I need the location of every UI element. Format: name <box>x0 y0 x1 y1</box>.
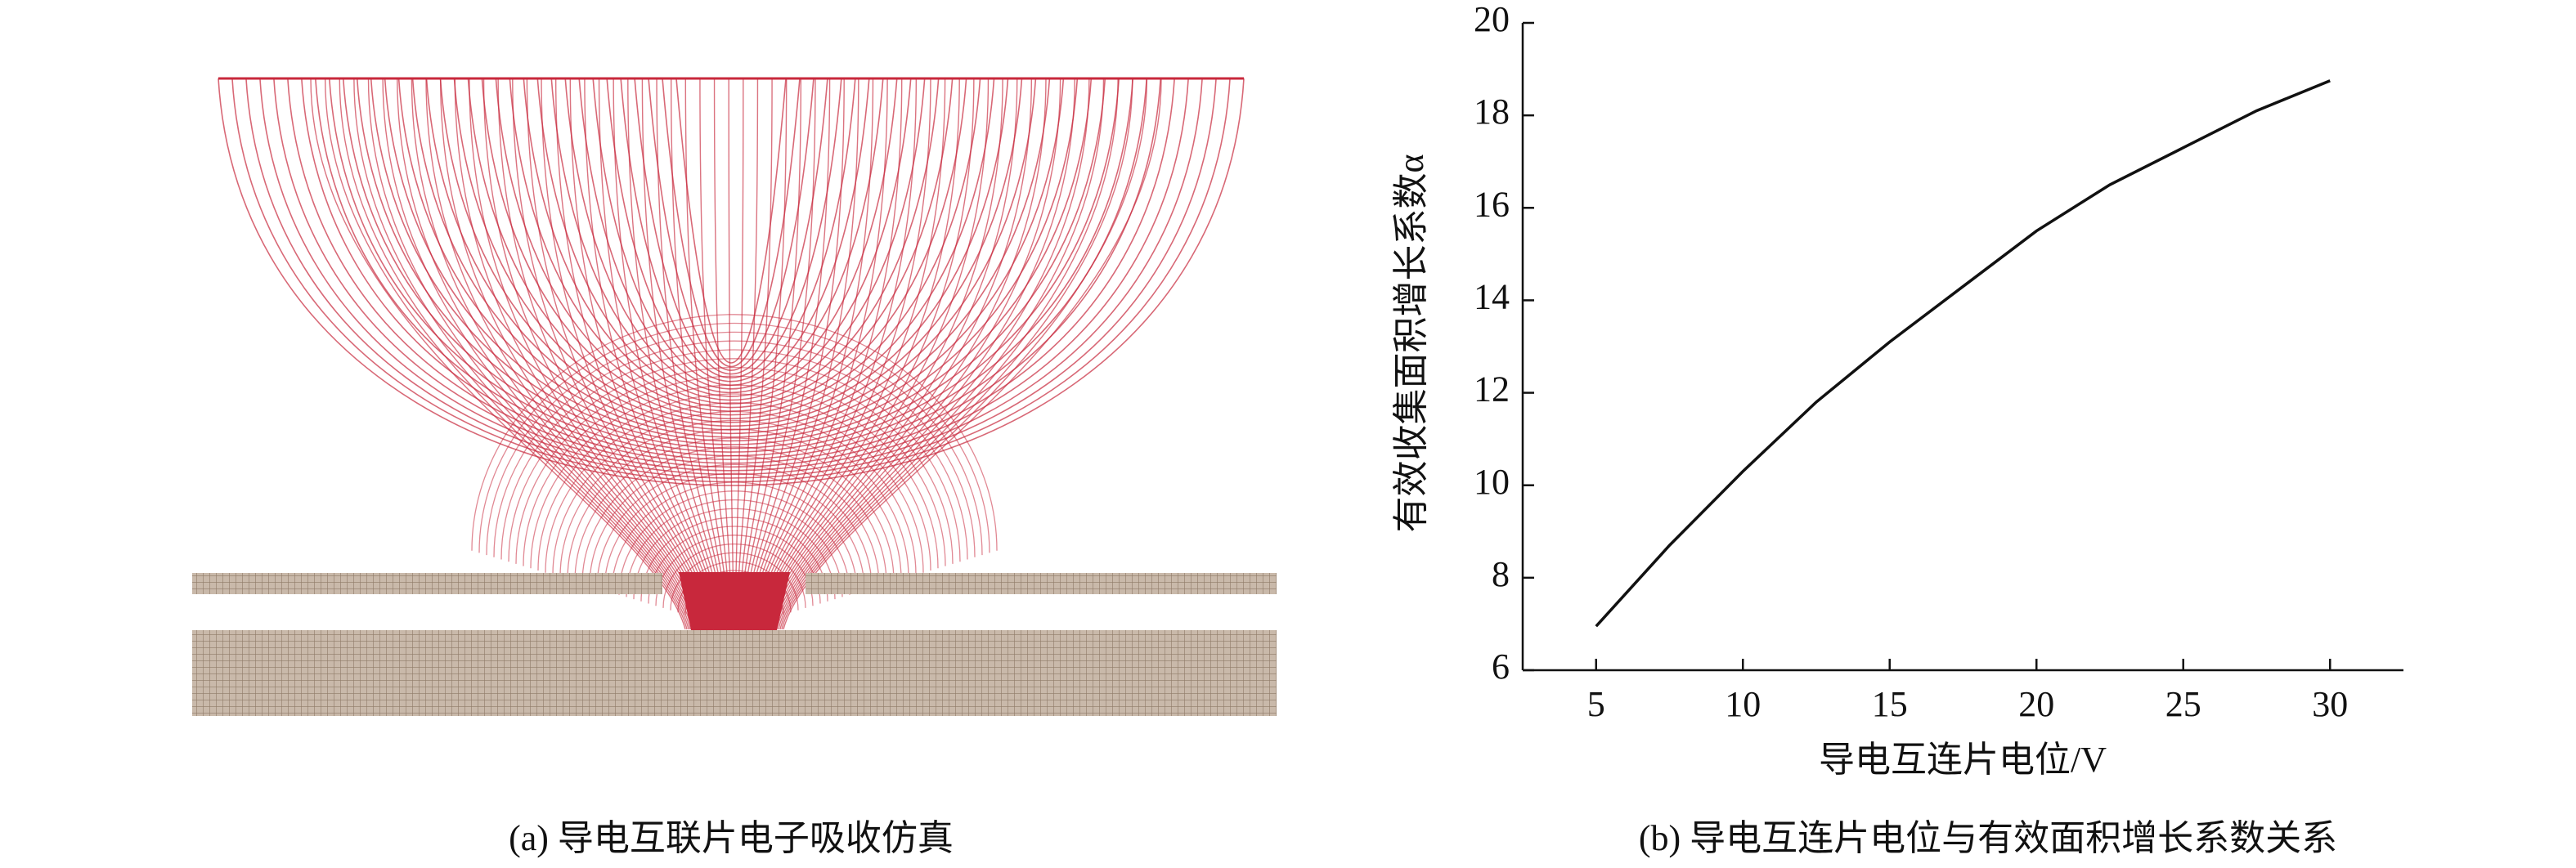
x-tick-label: 30 <box>2312 684 2348 724</box>
trajectory <box>439 78 701 630</box>
y-tick-label: 6 <box>1492 647 1510 687</box>
trajectory <box>411 78 1051 435</box>
trajectory <box>728 78 734 630</box>
loop <box>567 428 902 579</box>
loop <box>604 472 865 591</box>
loop <box>655 535 814 606</box>
trajectory <box>339 78 689 630</box>
trajectory <box>397 78 696 630</box>
trajectory <box>757 78 946 630</box>
trajectory <box>301 78 1161 464</box>
caption: (b) 导电互连片电位与有效面积增长系数关系 <box>1639 818 2337 858</box>
substrate <box>192 630 1277 716</box>
x-tick-label: 25 <box>2165 684 2201 724</box>
trajectory <box>770 78 1047 630</box>
loop <box>618 490 850 595</box>
x-axis-label: 导电互连片电位/V <box>1819 740 2107 780</box>
trajectory <box>382 78 694 630</box>
x-tick-label: 5 <box>1587 684 1605 724</box>
loop <box>589 455 880 586</box>
y-tick-label: 8 <box>1492 554 1510 594</box>
y-tick-label: 20 <box>1474 0 1510 39</box>
simulation-image <box>218 77 1245 630</box>
trajectory <box>606 78 856 383</box>
y-axis-label: 有效收集面积增长系数α <box>1391 154 1431 532</box>
y-tick-label: 16 <box>1474 184 1510 224</box>
loop <box>545 402 924 573</box>
trajectory <box>662 78 801 368</box>
trajectory <box>734 78 744 630</box>
loop <box>537 393 931 571</box>
loop <box>574 437 895 582</box>
trajectory <box>634 78 828 375</box>
loop <box>552 411 917 575</box>
loop <box>523 375 946 566</box>
loop <box>670 552 799 611</box>
trajectory <box>328 78 1134 457</box>
trajectory <box>648 78 815 371</box>
loop <box>493 340 976 557</box>
y-tick-label: 14 <box>1474 277 1510 317</box>
trajectory <box>523 78 940 405</box>
loop <box>633 508 836 600</box>
x-tick-label: 15 <box>1872 684 1908 724</box>
loop <box>626 499 843 597</box>
y-tick-label: 10 <box>1474 462 1510 502</box>
loop <box>581 446 887 584</box>
loop <box>500 349 968 560</box>
trajectory <box>287 78 1175 468</box>
plate <box>192 573 662 594</box>
loop <box>530 384 939 569</box>
trajectory <box>425 78 699 630</box>
trajectory <box>370 78 1093 445</box>
loop <box>662 543 806 608</box>
y-tick-label: 12 <box>1474 369 1510 409</box>
trajectory <box>768 78 1033 630</box>
loop <box>486 331 983 556</box>
x-tick-label: 20 <box>2018 684 2054 724</box>
data-line <box>1595 79 2331 628</box>
trajectory <box>620 78 842 378</box>
loop <box>471 314 998 551</box>
caption: (a) 导电互联片电子吸收仿真 <box>509 818 954 858</box>
trajectory <box>536 78 926 400</box>
x-tick-label: 10 <box>1725 684 1761 724</box>
trajectory <box>578 78 884 390</box>
loop <box>559 419 909 578</box>
absorption-funnel <box>679 572 790 630</box>
loop <box>508 358 961 562</box>
trajectory <box>550 78 912 397</box>
loop <box>596 463 873 588</box>
loop <box>648 526 821 604</box>
loop <box>611 481 858 593</box>
loop <box>478 323 990 553</box>
loop <box>515 366 954 564</box>
loop <box>640 517 828 602</box>
plate <box>806 573 1277 594</box>
y-tick-label: 18 <box>1474 92 1510 132</box>
trajectory <box>773 78 1075 630</box>
